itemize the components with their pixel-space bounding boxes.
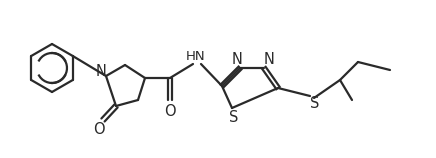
Text: N: N (232, 52, 242, 67)
Text: HN: HN (186, 49, 206, 63)
Text: N: N (95, 64, 106, 79)
Text: S: S (310, 97, 320, 112)
Text: S: S (229, 110, 238, 125)
Text: N: N (264, 52, 274, 67)
Text: O: O (164, 103, 176, 118)
Text: O: O (93, 122, 105, 137)
